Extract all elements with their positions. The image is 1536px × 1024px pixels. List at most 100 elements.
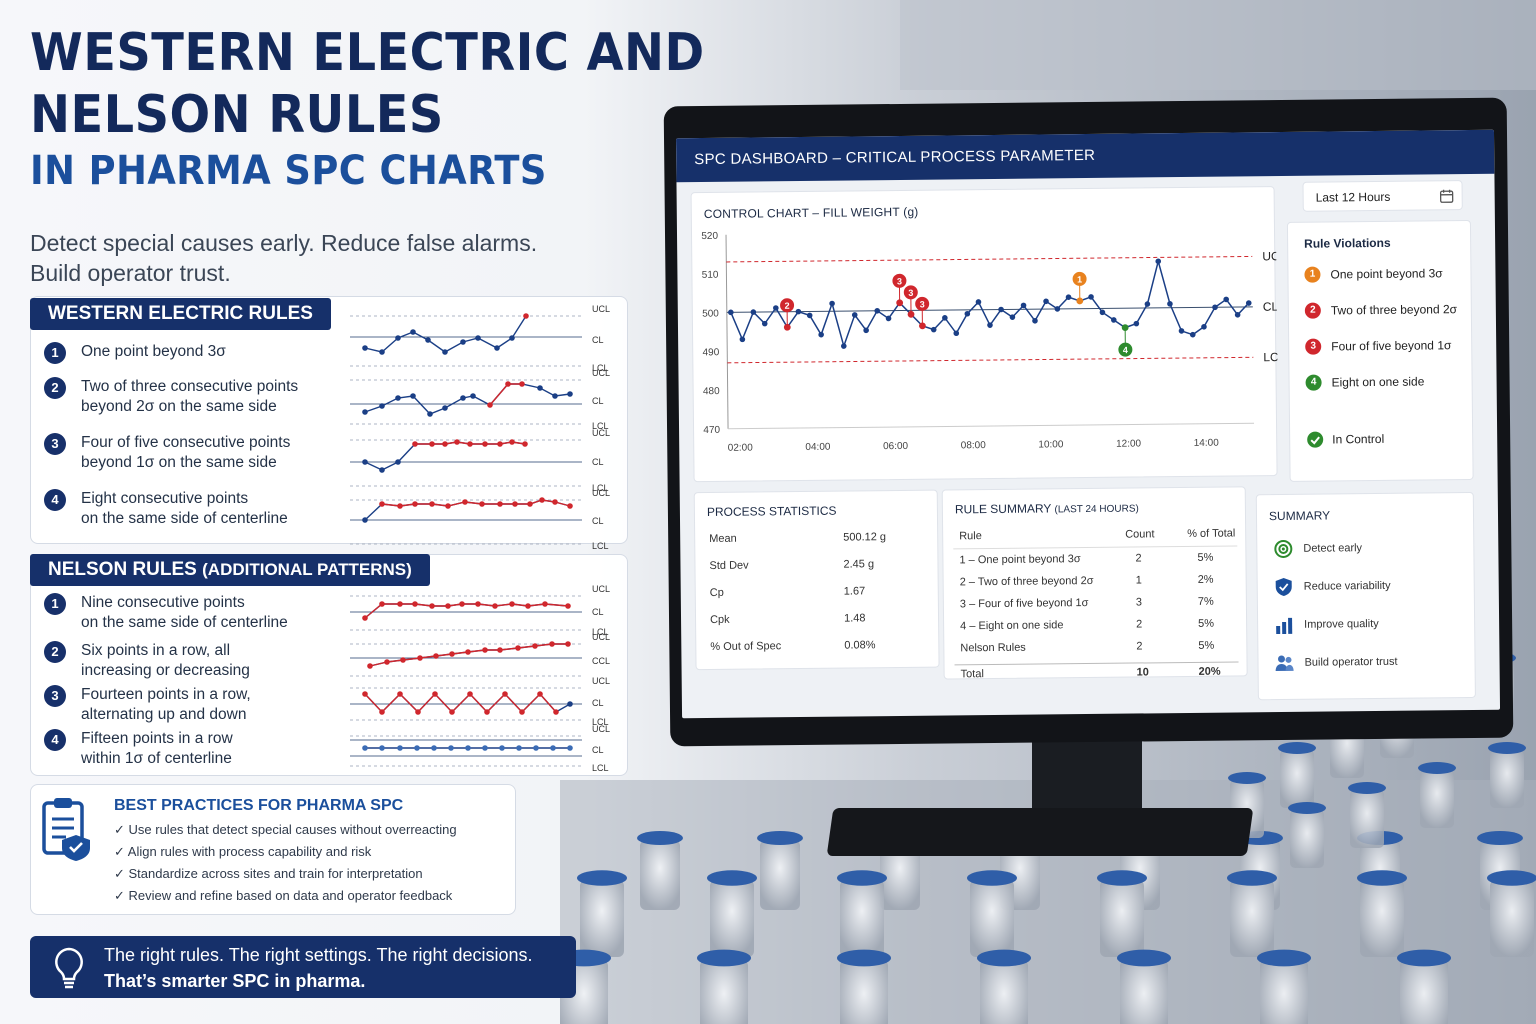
monitor-base [826,808,1254,856]
mini-point [497,501,503,507]
stat-label: Mean [709,532,737,545]
vial-cap [697,949,751,967]
mini-point [467,691,473,697]
lcl-line [727,356,1254,364]
mini-point [567,745,573,751]
best-practice-text: Align rules with process capability and … [127,844,372,859]
monitor-stand [1032,730,1142,820]
mini-point [519,709,525,715]
data-point [1201,323,1207,330]
table-total-cell: 10 [1136,666,1149,679]
rule-item-western-1: 1 One point beyond 3σ [44,342,326,364]
mini-label-lcl: LCL [592,627,609,637]
x-tick-label: 10:00 [1038,439,1064,450]
vial-cap [1278,742,1316,754]
vial [1400,960,1448,1024]
rule-number: 4 [44,729,66,751]
data-point [728,309,734,316]
time-filter-value: Last 12 Hours [1315,189,1391,205]
violation-label: Eight on one side [1331,374,1425,390]
mini-label-lcl: LCL [592,717,609,727]
western-rules-title: WESTERN ELECTRIC RULES [30,298,331,330]
x-tick-label: 06:00 [883,441,909,452]
rule-marker-label: 2 [785,301,790,311]
stat-value: 1.67 [843,585,866,598]
rule-marker-badge [780,298,795,313]
summary-item-label: Reduce variability [1303,579,1391,593]
title-line-1: WESTERN ELECTRIC AND [30,23,705,83]
vial-cap [1488,742,1526,754]
calendar-icon [1439,189,1454,203]
mini-chart-6: UCL CCL [350,632,610,677]
vial [1290,810,1324,868]
summary-item-label: Improve quality [1304,617,1379,631]
stat-value: 500.12 g [843,531,887,544]
title-line-3: IN PHARMA SPC CHARTS [30,148,547,194]
y-tick-label: 510 [702,270,719,281]
mini-point [427,411,433,417]
mini-point [482,647,488,653]
data-point [773,305,779,311]
mini-chart-5: UCL CL LCL [350,584,610,637]
mini-label-ccl: CCL [592,656,610,666]
dashboard-screen: SPC DASHBOARD – CRITICAL PROCESS PARAMET… [676,129,1501,719]
table-cell: 3 [1135,596,1143,609]
time-filter-select[interactable]: Last 12 Hours [1302,180,1463,212]
rule-number: 1 [44,593,66,615]
data-point [1020,302,1027,309]
mini-point [553,709,559,715]
mini-point [379,709,385,715]
y-tick-label: 470 [703,425,720,436]
vial-cap [1397,949,1451,967]
mini-point [429,501,435,507]
mini-point [475,335,481,341]
mini-label-lcl: LCL [592,541,609,551]
data-point [987,322,993,328]
best-practices-panel [30,784,516,915]
process-stats-title: PROCESS STATISTICS [706,503,837,520]
table-header-divider [953,545,1238,550]
vial-cap [1357,870,1407,886]
mini-label-cl: CL [592,745,604,755]
mini-point [482,745,488,751]
mini-point [567,701,573,707]
vial [710,880,754,957]
mini-chart-4: UCL CL LCL [350,488,610,551]
page-title: WESTERN ELECTRIC AND NELSON RULES IN PHA… [30,22,763,196]
vial [640,840,680,910]
mini-label-lcl: LCL [592,483,609,493]
table-cell: Nelson Rules [960,641,1026,655]
data-point [1144,301,1151,307]
vial-cap [1418,762,1456,774]
data-point [1155,258,1162,265]
data-point [942,315,948,321]
rule-marker-label: 4 [1123,345,1128,355]
mini-point [429,441,435,447]
mini-label-lcl: LCL [592,421,609,431]
vial-cap [1228,772,1266,784]
mini-violation-line [364,603,569,619]
data-point [806,312,813,319]
best-practice-item: ✓ Use rules that detect special causes w… [114,822,457,838]
mini-point [494,345,500,351]
rule-marker-badge [903,285,918,300]
rule-marker-badge [1072,271,1087,286]
mini-point [415,709,421,715]
data-point [1212,304,1218,311]
vial [1280,750,1314,808]
vial-cap [1117,949,1171,967]
mini-rule-charts: UCLCLLCLUCLCLLCLUCLCLLCLUCLCLLCLUCLCLLCL… [350,304,610,773]
mini-point [425,337,431,343]
mini-point [459,601,465,607]
mini-point [442,441,448,447]
table-total-divider [954,661,1239,666]
mini-point [442,405,448,411]
mini-point [539,497,545,503]
mini-series-line [364,315,527,353]
vial-cap [837,870,887,886]
y-tick-label: 480 [703,386,720,397]
mini-point [484,709,490,715]
mini-point [449,651,455,657]
data-point [829,300,835,307]
mini-point [412,601,418,607]
